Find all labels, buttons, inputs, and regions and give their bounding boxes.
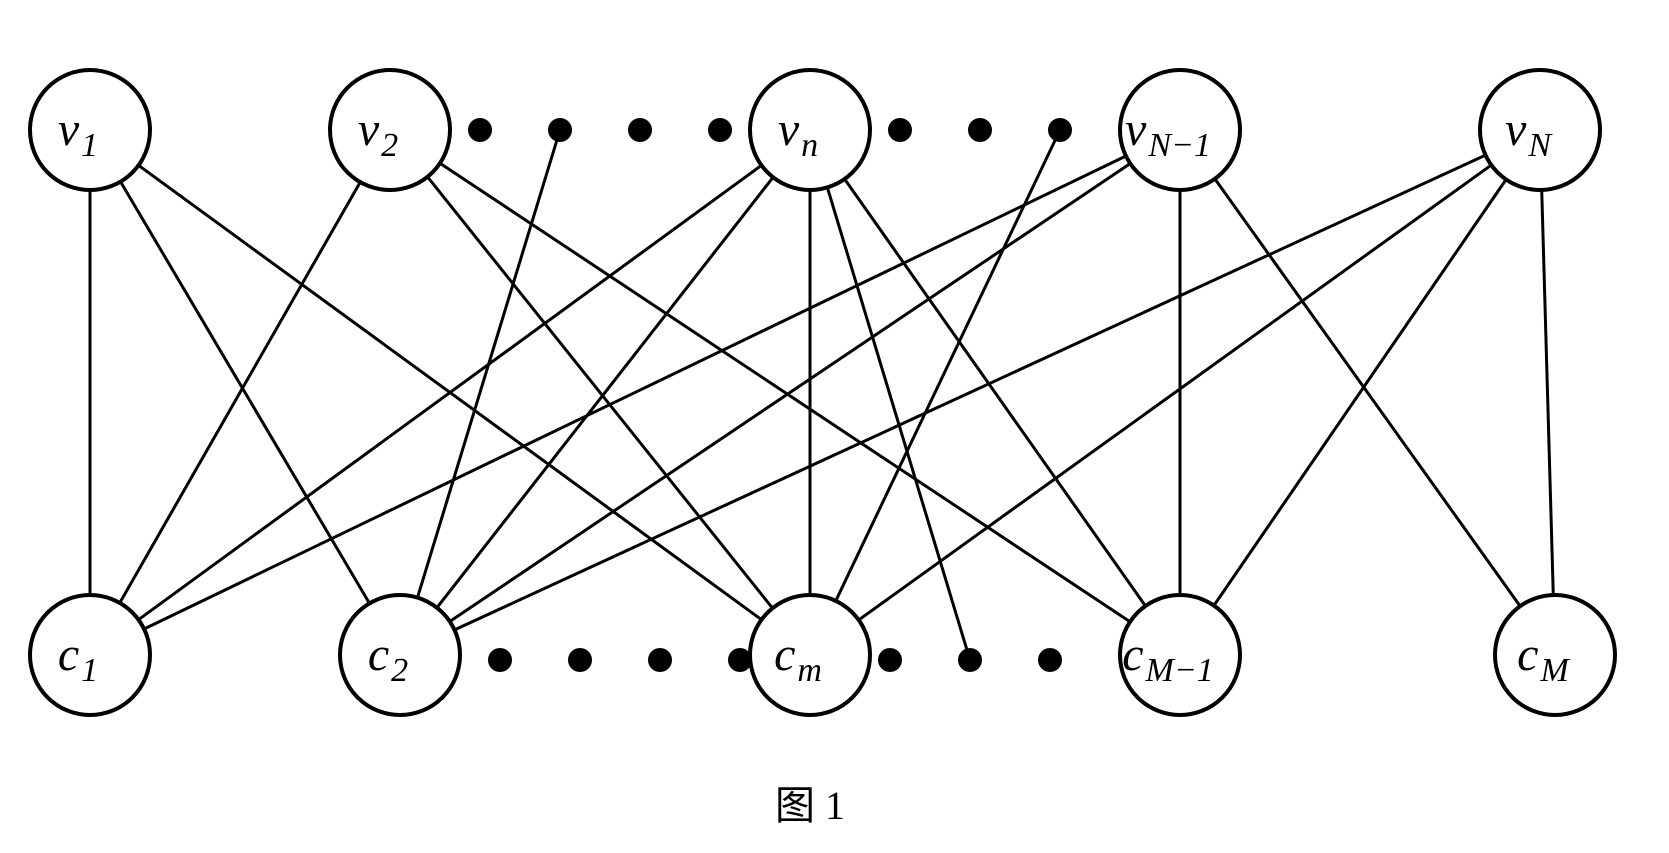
ellipsis-dot xyxy=(958,648,982,672)
ellipsis-dot xyxy=(888,118,912,142)
ellipsis-dot xyxy=(1038,648,1062,672)
edge xyxy=(120,182,360,603)
ellipsis-dot xyxy=(648,648,672,672)
edge xyxy=(1214,179,1506,605)
ellipsis-dot xyxy=(708,118,732,142)
ellipsis-dot xyxy=(968,118,992,142)
ellipsis-dot xyxy=(568,648,592,672)
edge xyxy=(1542,190,1554,595)
edge xyxy=(144,156,1126,629)
ellipsis-dot xyxy=(548,118,572,142)
ellipsis-dot xyxy=(628,118,652,142)
edge xyxy=(1215,179,1520,606)
ellipsis-dot xyxy=(468,118,492,142)
edge xyxy=(437,177,773,607)
ellipsis-dot xyxy=(1048,118,1072,142)
ellipsis-dot xyxy=(878,648,902,672)
edges-layer xyxy=(90,130,1553,660)
edge xyxy=(859,165,1492,620)
ellipsis-dot xyxy=(488,648,512,672)
figure-caption: 图 1 xyxy=(775,783,845,828)
edge xyxy=(417,130,560,598)
bipartite-graph: v1v2vnvN−1vNc1c2cmcM−1cM图 1 xyxy=(0,0,1669,853)
edge xyxy=(454,155,1485,630)
edge xyxy=(121,182,370,604)
